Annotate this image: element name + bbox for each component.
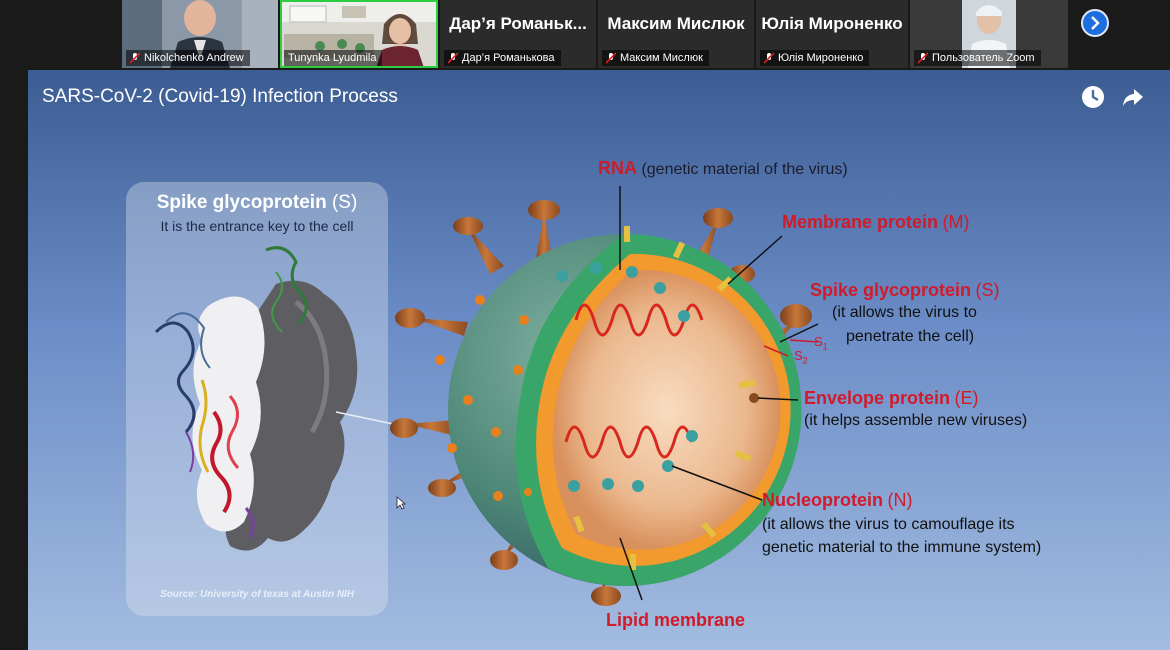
- membrane-proteins: [573, 226, 756, 570]
- muted-mic-icon: [764, 52, 774, 64]
- label-spike-desc-2: penetrate the cell): [846, 328, 975, 345]
- label-envelope-desc: (it helps assemble new viruses): [804, 412, 1028, 429]
- label-spike-desc-1: (it allows the virus to: [832, 304, 977, 321]
- participant-name: Пользователь Zoom: [932, 52, 1035, 64]
- nucleoproteins: [556, 262, 698, 492]
- panel-source: Source: University of texas at Austin NI…: [159, 589, 355, 600]
- label-s1-sub: 1: [822, 341, 828, 352]
- clock-icon[interactable]: [1080, 84, 1106, 110]
- muted-mic-icon: [606, 52, 616, 64]
- leader-lines: [619, 186, 819, 601]
- participant-display-name: Юлія Мироненко: [761, 14, 903, 33]
- chevron-right-icon: [1091, 16, 1100, 30]
- panel-title-code: (S): [331, 192, 358, 213]
- share-icon[interactable]: [1120, 84, 1146, 110]
- label-s2-sub: 2: [802, 355, 808, 366]
- participant-tile[interactable]: Nikolchenko Andrew: [122, 0, 278, 68]
- label-spike-name: Spike glycoprotein: [810, 280, 972, 300]
- participant-tile[interactable]: Максим Мислюк Максим Мислюк: [598, 0, 754, 68]
- panel-title-text: Spike glycoprotein: [156, 192, 327, 213]
- panel-title: Spike glycoprotein (S): [126, 192, 388, 214]
- participant-display-name: Максим Мислюк: [607, 14, 745, 33]
- participant-name: Дар’я Романькова: [462, 52, 555, 64]
- participant-display-name: Дар’я Романьк...: [449, 14, 587, 33]
- rna-strand-bottom: [564, 425, 694, 459]
- label-lipid-name: Lipid membrane: [606, 610, 746, 630]
- participant-name-bar: Юлія Мироненко: [760, 50, 870, 66]
- virus-diagram: [335, 186, 819, 606]
- label-envelope-name: Envelope protein: [804, 388, 951, 408]
- shell-dots: [435, 295, 532, 501]
- envelope-protein-dot: [749, 393, 759, 403]
- label-s1: S1: [814, 334, 828, 352]
- label-nucleo-name: Nucleoprotein: [762, 490, 884, 510]
- participant-name: Максим Мислюк: [620, 52, 703, 64]
- participant-name: Nikolchenko Andrew: [144, 52, 244, 64]
- label-rna: RNA (genetic material of the virus): [598, 158, 848, 179]
- label-membrane-protein: Membrane protein (M): [782, 212, 969, 233]
- label-s1-letter: S: [814, 334, 823, 349]
- next-participants-button[interactable]: [1081, 9, 1109, 37]
- label-envelope-protein: Envelope protein (E): [804, 388, 978, 409]
- label-s2-letter: S: [794, 348, 803, 363]
- label-nucleoprotein: Nucleoprotein (N): [762, 490, 912, 511]
- participant-name-bar: Nikolchenko Andrew: [126, 50, 250, 66]
- label-nucleo-desc-1: (it allows the virus to camouflage its: [762, 516, 1015, 533]
- label-nucleo-code: (N): [887, 490, 913, 510]
- participant-name-bar: Пользователь Zoom: [914, 50, 1041, 66]
- muted-mic-icon: [448, 52, 458, 64]
- label-rna-desc: (genetic material of the virus): [641, 161, 848, 178]
- participant-tile-active[interactable]: Tunynka Lyudmila: [280, 0, 438, 68]
- participant-name-bar: Tunynka Lyudmila: [284, 50, 383, 66]
- label-s2: S2: [794, 348, 808, 366]
- label-rna-name: RNA: [598, 158, 637, 178]
- label-spike-code: (S): [975, 280, 1000, 300]
- participant-tile[interactable]: Юлія Мироненко Юлія Мироненко: [756, 0, 908, 68]
- mouse-cursor-icon: [396, 496, 406, 510]
- shared-screen-slide: SARS-CoV-2 (Covid-19) Infection Process …: [28, 70, 1170, 650]
- muted-mic-icon: [918, 52, 928, 64]
- participant-name: Tunynka Lyudmila: [288, 52, 377, 64]
- label-membrane-code: (M): [942, 212, 970, 232]
- participant-name: Юлія Мироненко: [778, 52, 864, 64]
- label-lipid-membrane: Lipid membrane: [606, 610, 745, 631]
- muted-mic-icon: [130, 52, 140, 64]
- participant-name-bar: Дар’я Романькова: [444, 50, 561, 66]
- spike-protein-structure-image: [154, 246, 358, 551]
- slide-title: SARS-CoV-2 (Covid-19) Infection Process: [42, 86, 398, 107]
- label-spike-glycoprotein: Spike glycoprotein (S): [810, 280, 1000, 301]
- rna-strand-top: [574, 303, 704, 337]
- label-envelope-code: (E): [954, 388, 979, 408]
- spike-protein-panel: Spike glycoprotein (S) It is the entranc…: [126, 182, 388, 616]
- participant-name-bar: Максим Мислюк: [602, 50, 709, 66]
- label-nucleo-desc-2: genetic material to the immune system): [762, 539, 1042, 556]
- participant-strip: Nikolchenko Andrew Tunynka Lyudmila Дар’…: [0, 0, 1170, 70]
- participant-tile[interactable]: Пользователь Zoom: [910, 0, 1068, 68]
- participant-tile[interactable]: Дар’я Романьк... Дар’я Романькова: [440, 0, 596, 68]
- label-membrane-name: Membrane protein: [782, 212, 939, 232]
- panel-subtitle: It is the entrance key to the cell: [160, 218, 354, 234]
